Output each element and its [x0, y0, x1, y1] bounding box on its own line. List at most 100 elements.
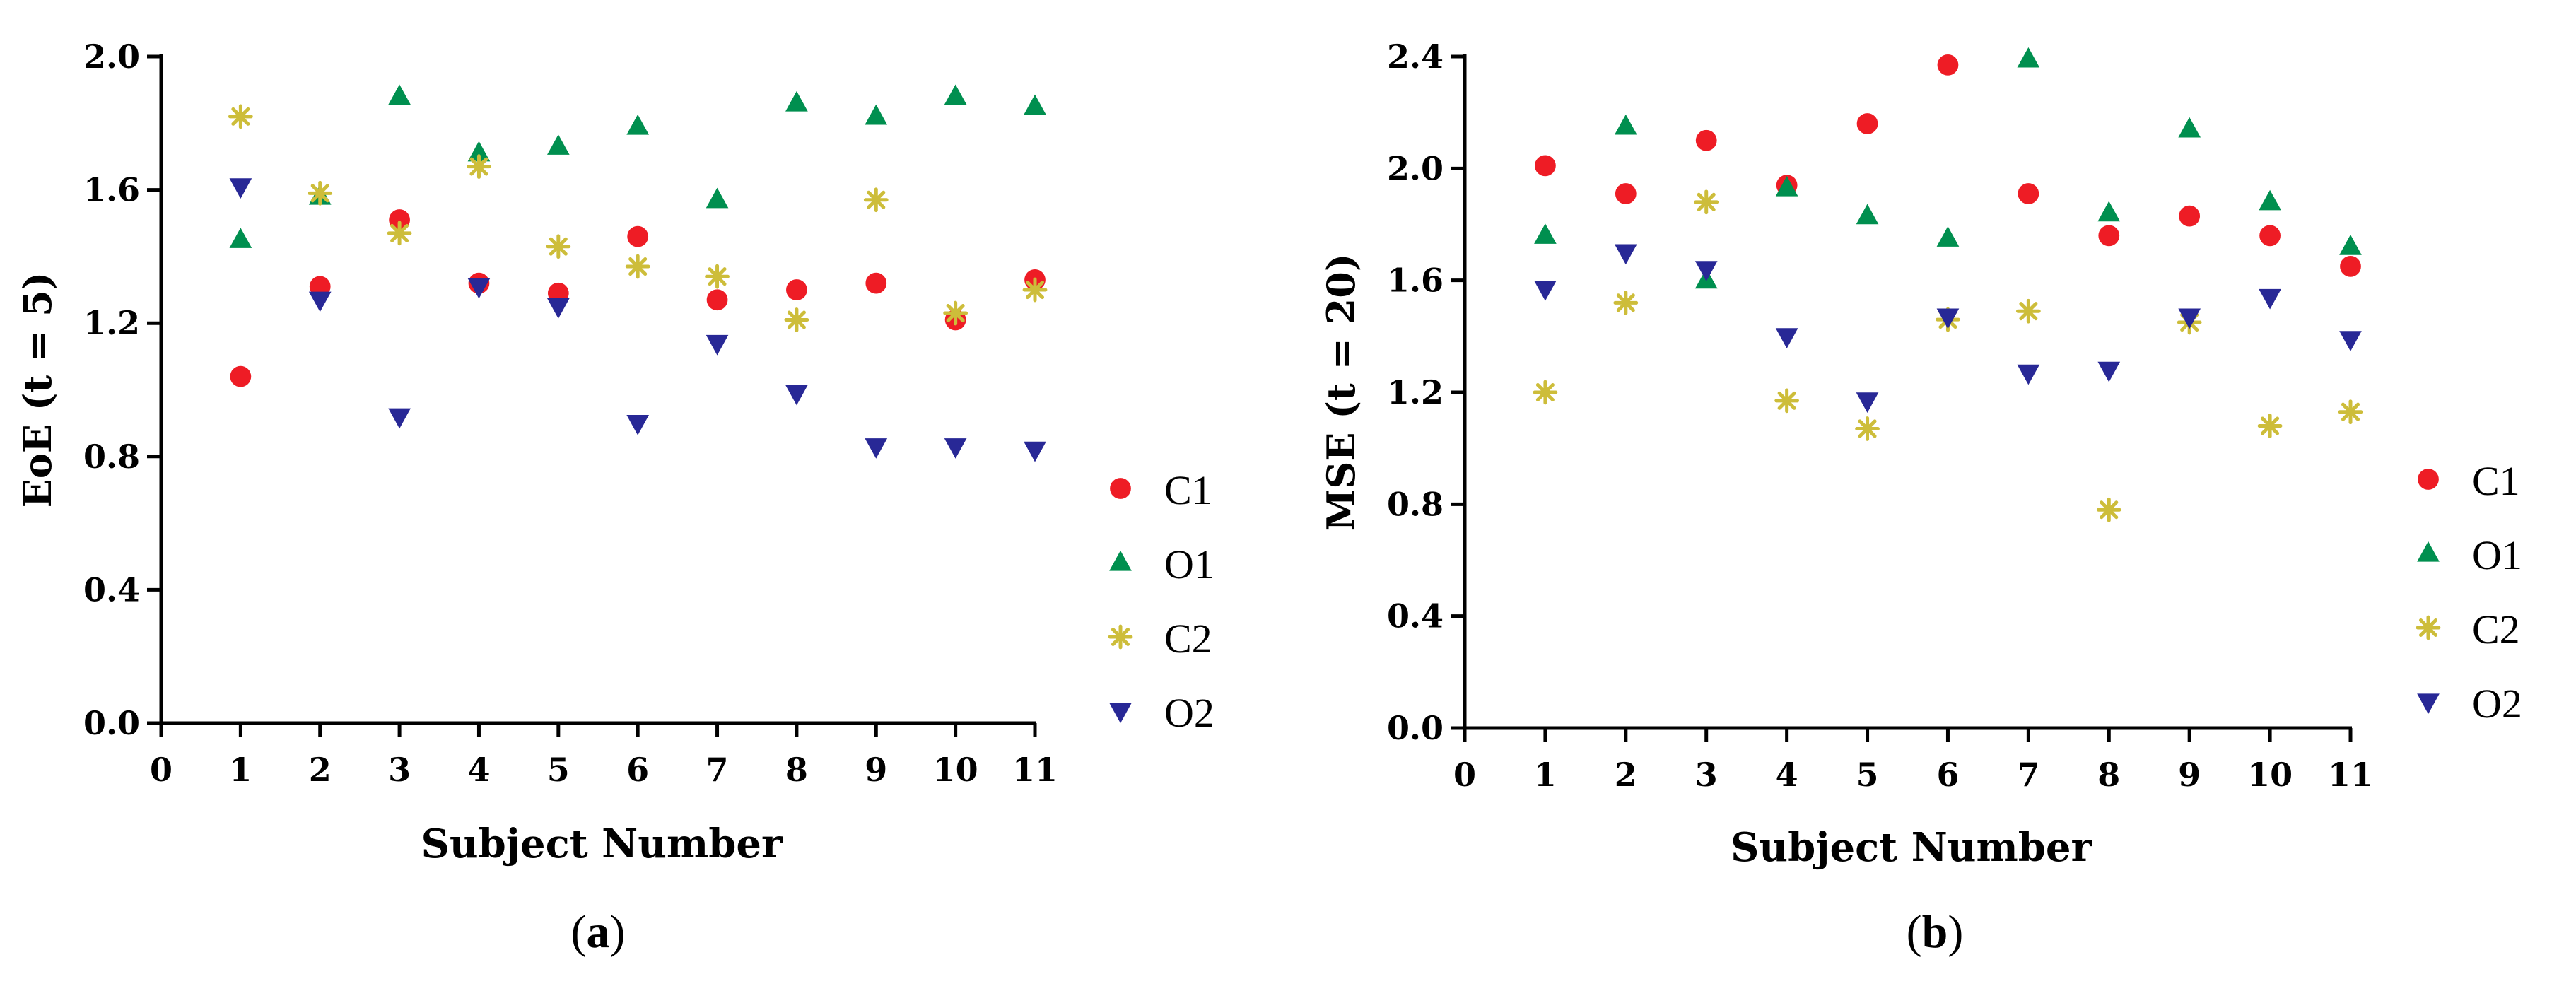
legend-marker-O2	[2417, 693, 2440, 715]
y-axis-label-suffix: )	[15, 272, 60, 291]
data-point-O2	[2097, 361, 2121, 382]
data-point-O2	[467, 278, 491, 299]
data-point-C2	[625, 254, 650, 279]
panel-label-close: )	[610, 906, 626, 958]
x-tick-label: 0	[1453, 756, 1476, 794]
data-point-O1	[1024, 94, 1046, 115]
chart-panel-a: 0.0 0.4 0.8 1.2 1.6 2.0 0 1 2 3 4 5 6 7 8 9 10 11 Subject …	[15, 37, 1214, 958]
data-point-C1	[1615, 183, 1637, 204]
data-point-C2	[228, 104, 253, 129]
data-point-C2	[1613, 290, 1639, 315]
data-point-O1	[546, 134, 570, 155]
data-point-O2	[1534, 280, 1557, 301]
data-point-O1	[2259, 189, 2281, 211]
legend-marker-O1	[1109, 550, 1132, 571]
data-point-O1	[1856, 204, 1879, 225]
data-point-O2	[865, 438, 888, 459]
series-O1	[229, 84, 1046, 248]
legend-item-C2: C2	[2416, 606, 2520, 652]
y-axis-label-prefix: EoE (	[15, 393, 60, 508]
data-point-O2	[1694, 261, 1718, 281]
legend-item-C1: C1	[2418, 458, 2520, 504]
data-point-O1	[388, 84, 411, 105]
legend-item-C1: C1	[1110, 467, 1212, 513]
data-point-O2	[2339, 331, 2362, 351]
data-point-C1	[1937, 54, 1959, 76]
data-point-O1	[229, 228, 252, 248]
data-point-O2	[2017, 364, 2040, 385]
data-point-O1	[865, 104, 888, 125]
data-point-C1	[230, 365, 252, 387]
legend-item-O2: O2	[2417, 681, 2522, 727]
data-point-O2	[2178, 308, 2201, 329]
data-point-C2	[943, 300, 968, 326]
legend-label: O2	[2472, 681, 2522, 727]
y-tick-label: 0.8	[1387, 485, 1444, 523]
legend-label: C2	[1164, 616, 1212, 662]
data-point-C1	[2018, 183, 2039, 204]
legend-item-O1: O1	[1109, 541, 1214, 587]
x-tick-label: 9	[865, 751, 887, 789]
data-point-C1	[1535, 155, 1556, 177]
data-point-O1	[1614, 114, 1637, 135]
x-axis-label: Subject Number	[1731, 824, 2093, 871]
x-tick-label: 11	[2328, 756, 2373, 794]
data-point-C2	[1774, 388, 1800, 414]
data-point-O2	[1024, 441, 1046, 462]
y-axis-label-prefix: MSE (	[1318, 401, 1364, 531]
x-tick-label: 1	[229, 751, 252, 789]
data-point-O1	[1775, 175, 1798, 197]
x-tick-label: 9	[2178, 756, 2201, 794]
data-point-C2	[1855, 416, 1880, 441]
data-point-C2	[2338, 399, 2363, 425]
panel-label: (b)	[1907, 906, 1964, 958]
y-tick-label: 0.8	[83, 438, 140, 476]
data-point-O1	[2178, 117, 2201, 138]
x-tick-label: 10	[2247, 756, 2293, 794]
y-axis-label-suffix: )	[1318, 254, 1364, 272]
data-point-C2	[2096, 497, 2121, 522]
data-point-O1	[467, 141, 491, 162]
y-tick-label: 0.0	[1387, 709, 1444, 747]
y-axis-label-param: t = 20	[1318, 271, 1364, 401]
data-point-C1	[389, 209, 410, 230]
data-point-O2	[546, 298, 570, 319]
y-tick-label: 1.6	[1387, 262, 1444, 300]
data-point-C1	[1695, 129, 1717, 151]
data-point-O2	[944, 438, 967, 459]
data-point-C1	[786, 279, 807, 300]
data-point-O2	[229, 178, 252, 199]
y-tick-label: 1.2	[83, 304, 140, 342]
y-tick-label: 2.0	[83, 37, 140, 76]
series-O2	[229, 178, 1046, 462]
data-point-C2	[1533, 380, 1558, 405]
data-point-C1	[706, 289, 728, 311]
y-tick-label: 0.4	[83, 570, 140, 609]
x-tick-label: 11	[1012, 751, 1058, 789]
data-point-O2	[706, 334, 729, 356]
legend-marker-C2	[1108, 624, 1133, 650]
data-point-O1	[706, 187, 729, 209]
data-point-C1	[2259, 225, 2281, 247]
y-tick-label: 1.6	[83, 171, 140, 209]
data-point-O2	[2259, 288, 2281, 310]
x-tick-label: 8	[2097, 756, 2120, 794]
data-point-O2	[1936, 308, 1960, 329]
data-point-C2	[1694, 189, 1719, 215]
data-point-C1	[1856, 113, 1878, 134]
panel-label-open: (	[571, 906, 587, 958]
y-tick-label: 2.4	[1387, 37, 1444, 76]
data-point-C1	[865, 272, 887, 294]
y-axis-label: MSE (t = 20)	[1318, 254, 1364, 532]
x-tick-label: 4	[467, 751, 490, 789]
data-point-C2	[546, 234, 571, 259]
legend-marker-O1	[2417, 541, 2440, 562]
x-tick-label: 3	[1695, 756, 1718, 794]
x-axis-label: Subject Number	[421, 821, 783, 867]
x-tick-label: 3	[388, 751, 411, 789]
x-tick-label: 2	[1615, 756, 1637, 794]
data-point-O2	[1775, 328, 1798, 348]
x-tick-label: 7	[706, 751, 729, 789]
legend-marker-C1	[1110, 478, 1131, 499]
data-point-O2	[626, 415, 650, 435]
